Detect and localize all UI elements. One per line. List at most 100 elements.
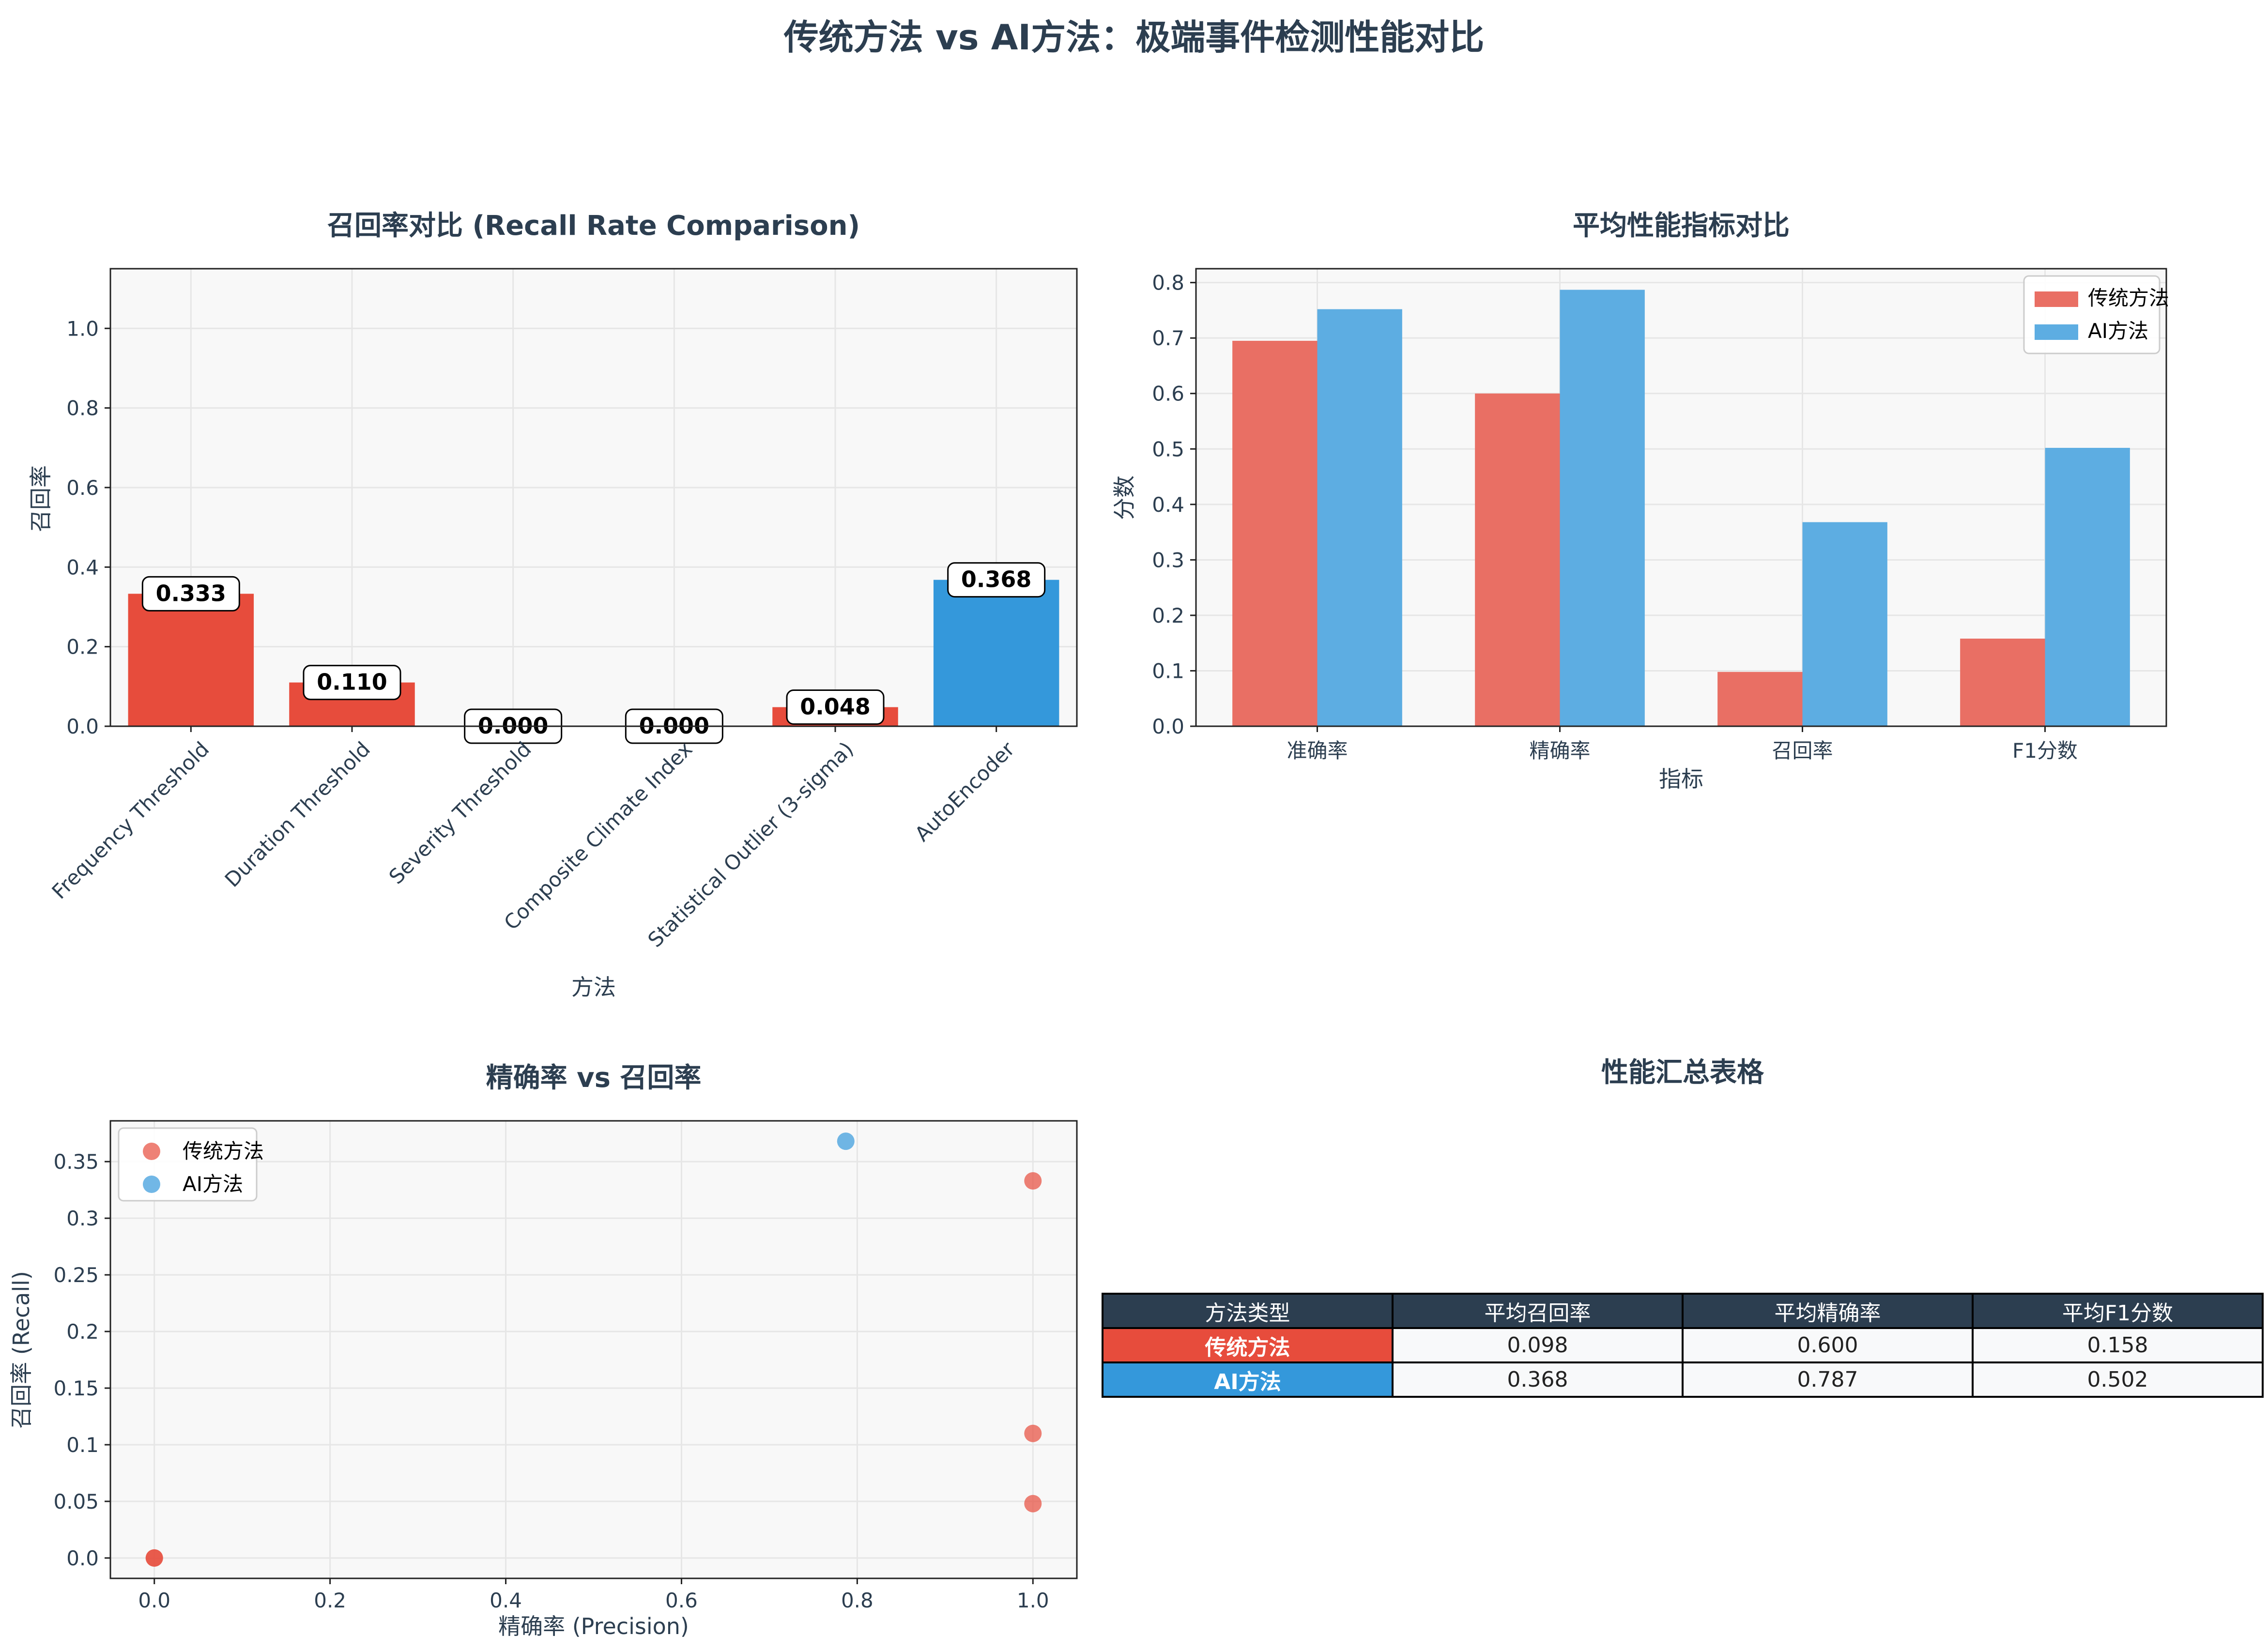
chart-title: 平均性能指标对比 xyxy=(1573,210,1790,242)
plot-frame xyxy=(1195,268,2167,727)
bar xyxy=(1232,340,1318,726)
y-tick-label: 0.4 xyxy=(66,555,99,579)
table-row-label: 传统方法 xyxy=(1102,1327,1394,1363)
y-tick-label: 0.0 xyxy=(1152,715,1184,738)
legend-swatch xyxy=(2035,324,2078,340)
data-label-box xyxy=(141,576,240,611)
data-label: 0.048 xyxy=(800,694,871,720)
table-cell: 0.158 xyxy=(1972,1327,2264,1363)
x-tick-label: 0.8 xyxy=(841,1589,873,1612)
table-header-row: 方法类型 平均召回率 平均精确率 平均F1分数 xyxy=(1102,1293,2264,1329)
legend-marker xyxy=(143,1176,160,1193)
y-tick-label: 0.6 xyxy=(1152,382,1184,406)
x-axis-label: 方法 xyxy=(571,974,616,1000)
figure-title: 传统方法 vs AI方法：极端事件检测性能对比 xyxy=(783,17,1485,58)
x-tick-label: 1.0 xyxy=(1017,1589,1049,1612)
chart-title: 召回率对比 (Recall Rate Comparison) xyxy=(327,210,860,242)
bar xyxy=(2045,447,2130,726)
data-label-box xyxy=(303,665,401,701)
scatter-point xyxy=(1024,1172,1042,1190)
y-tick-label: 0.0 xyxy=(66,715,99,738)
table-header-cell: 平均精确率 xyxy=(1682,1293,1974,1329)
table-row-label: AI方法 xyxy=(1102,1361,1394,1398)
legend-label: 传统方法 xyxy=(2088,286,2169,310)
x-tick-label: 0.4 xyxy=(490,1589,522,1612)
x-tick-label: 准确率 xyxy=(1287,739,1348,763)
x-tick-label: 0.0 xyxy=(138,1589,170,1612)
y-axis-label: 召回率 xyxy=(28,465,54,532)
scatter-point xyxy=(145,1549,163,1567)
table-header-cell: 方法类型 xyxy=(1102,1293,1394,1329)
legend-label: AI方法 xyxy=(183,1172,243,1196)
x-tick-label: 0.2 xyxy=(314,1589,346,1612)
table-cell: 0.368 xyxy=(1392,1361,1684,1398)
y-tick-label: 0.3 xyxy=(1152,548,1184,572)
x-tick-label: Composite Climate Index xyxy=(499,737,697,934)
x-tick-label: Frequency Threshold xyxy=(47,737,214,903)
plot-background xyxy=(110,1121,1077,1578)
table-cell: 0.787 xyxy=(1682,1361,1974,1398)
bar xyxy=(1317,309,1402,726)
y-tick-label: 0.05 xyxy=(53,1490,99,1513)
y-tick-label: 0.1 xyxy=(66,1433,99,1457)
data-label: 0.368 xyxy=(961,566,1032,593)
x-axis-label: 精确率 (Precision) xyxy=(498,1613,689,1639)
data-label-box xyxy=(786,689,885,725)
scatter-point xyxy=(1024,1424,1042,1442)
legend-swatch xyxy=(2035,291,2078,307)
table-cell: 0.502 xyxy=(1972,1361,2264,1398)
y-tick-label: 0.3 xyxy=(66,1207,99,1230)
table-cell: 0.098 xyxy=(1392,1327,1684,1363)
bar xyxy=(933,580,1059,726)
data-label: 0.110 xyxy=(317,669,387,695)
x-tick-label: F1分数 xyxy=(2012,739,2078,763)
x-tick-label: AutoEncoder xyxy=(910,737,1020,846)
y-tick-label: 0.4 xyxy=(1152,493,1184,517)
chart-title: 精确率 vs 召回率 xyxy=(486,1062,702,1094)
y-tick-label: 0.7 xyxy=(1152,326,1184,350)
y-tick-label: 0.8 xyxy=(1152,271,1184,295)
table-title: 性能汇总表格 xyxy=(1601,1057,1764,1088)
plot-frame xyxy=(109,1120,1078,1579)
y-tick-label: 0.5 xyxy=(1152,437,1184,461)
table-row: AI方法 0.368 0.787 0.502 xyxy=(1102,1361,2264,1398)
y-tick-label: 0.8 xyxy=(66,397,99,420)
y-axis-label: 分数 xyxy=(1111,475,1137,520)
legend-label: 传统方法 xyxy=(183,1139,264,1163)
y-tick-label: 0.35 xyxy=(53,1150,99,1174)
y-tick-label: 0.1 xyxy=(1152,659,1184,683)
table-cell: 0.600 xyxy=(1682,1327,1974,1363)
x-tick-label: 0.6 xyxy=(665,1589,698,1612)
y-tick-label: 0.15 xyxy=(53,1376,99,1400)
bar xyxy=(1475,393,1560,726)
y-axis-label: 召回率 (Recall) xyxy=(8,1271,34,1429)
x-tick-label: 召回率 xyxy=(1772,739,1833,763)
bar xyxy=(1560,290,1645,726)
y-tick-label: 0.25 xyxy=(53,1263,99,1287)
y-tick-label: 0.0 xyxy=(66,1546,99,1570)
scatter-point xyxy=(1024,1495,1042,1513)
plot-background xyxy=(110,269,1077,726)
bar xyxy=(1960,639,2045,726)
plot-frame xyxy=(109,268,1078,727)
metrics-grouped-bar-chart: 0.0 0.1 0.2 0.3 0.4 0.5 0.6 0.7 0.8 准确率 精确率 召回率 F1分数… xyxy=(1111,210,2169,792)
y-tick-label: 1.0 xyxy=(66,317,99,340)
scatter-point xyxy=(837,1132,855,1150)
y-tick-label: 0.2 xyxy=(1152,604,1184,627)
x-tick-label: 精确率 xyxy=(1529,739,1590,763)
x-tick-label: Severity Threshold xyxy=(384,737,536,888)
data-label: 0.333 xyxy=(156,580,227,606)
table-header-cell: 平均召回率 xyxy=(1392,1293,1684,1329)
y-tick-label: 0.2 xyxy=(66,1320,99,1344)
bar xyxy=(1717,672,1803,726)
legend-label: AI方法 xyxy=(2088,319,2148,343)
x-axis-label: 指标 xyxy=(1659,766,1703,792)
table-row: 传统方法 0.098 0.600 0.158 xyxy=(1102,1327,2264,1363)
summary-table: 方法类型 平均召回率 平均精确率 平均F1分数 传统方法 0.098 0.600… xyxy=(1102,1293,2264,1398)
data-label-box xyxy=(947,562,1046,598)
precision-recall-scatter-chart: 0.0 0.05 0.1 0.15 0.2 0.25 0.3 0.35 0.0 0.2 0.4 0.6… xyxy=(8,1062,1078,1639)
x-tick-label: Duration Threshold xyxy=(220,737,375,891)
y-tick-label: 0.2 xyxy=(66,635,99,659)
bar xyxy=(128,594,254,726)
